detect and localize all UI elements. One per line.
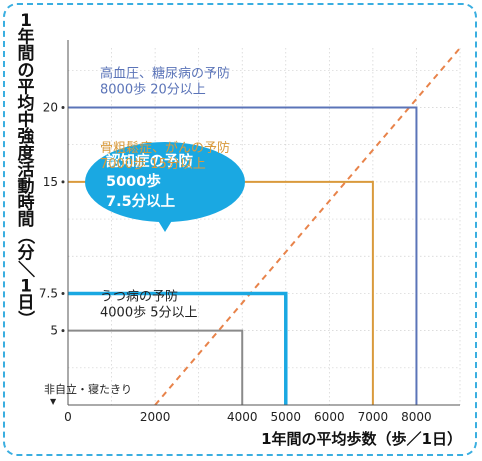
threshold-label-line: うつ病の予防 xyxy=(100,289,178,305)
y-label-char: 時 xyxy=(18,193,35,214)
callout-label-line: 5000歩 xyxy=(106,172,161,190)
callout-pointer xyxy=(157,219,173,232)
y-label-char: （ xyxy=(15,227,36,244)
y-label-char: ） xyxy=(15,310,36,327)
y-label-char: 年 xyxy=(18,27,35,48)
y-label-char: 日 xyxy=(18,293,35,313)
threshold-line-4000 xyxy=(68,329,244,405)
threshold-label-line: 7000歩 15分以上 xyxy=(100,157,206,172)
y-label-char: 活 xyxy=(18,159,35,180)
threshold-line-5000 xyxy=(68,291,288,405)
grid xyxy=(68,48,461,405)
x-axis-label: 1年間の平均歩数（歩／1日） xyxy=(261,430,462,448)
threshold-line-8000 xyxy=(68,106,418,405)
y-tick-label: 7.5 xyxy=(39,286,58,300)
y-label-char: 度 xyxy=(18,143,36,164)
y-label-char: の xyxy=(18,61,35,81)
trend-line-segment xyxy=(154,47,461,406)
callout-label-line: 7.5分以上 xyxy=(106,193,176,210)
y-tick-dot xyxy=(61,329,65,333)
y-label-char: 1 xyxy=(20,11,32,31)
y-tick-label: 5 xyxy=(50,324,58,338)
callout-bubble xyxy=(85,142,245,222)
y-label-char: 間 xyxy=(18,44,35,64)
baseline-arrow: ▼ xyxy=(50,397,57,406)
baseline-note: 非自立・寝たきり xyxy=(44,382,132,396)
callout-label-line: 認知症の予防 xyxy=(106,152,193,170)
trend-line xyxy=(154,47,461,406)
y-tick-label: 20 xyxy=(43,101,58,115)
threshold-label-line: 骨粗鬆症、がんの予防 xyxy=(100,140,230,156)
x-tick-label: 0 xyxy=(64,410,72,424)
y-label-char: 平 xyxy=(18,77,35,97)
y-tick-label: 15 xyxy=(43,175,58,189)
tick-labels: 0 2000 4000 5000 6000 7000 8000 5 7.5 15 20 xyxy=(39,101,432,425)
y-label-char: 動 xyxy=(18,176,35,197)
y-label-char: 分 xyxy=(18,243,35,263)
y-label-char: 1 xyxy=(20,277,32,297)
y-label-char: 間 xyxy=(18,210,35,230)
x-tick-label: 8000 xyxy=(401,410,432,424)
threshold-label-line: 4000歩 5分以上 xyxy=(100,306,198,321)
y-label-char: 強 xyxy=(18,126,35,147)
threshold-label-line: 高血圧、糖尿病の予防 xyxy=(100,66,230,82)
threshold-label-line: 8000歩 20分以上 xyxy=(100,83,206,98)
y-label-char: 中 xyxy=(18,110,35,131)
x-tick-label: 6000 xyxy=(314,410,345,424)
y-tick-dot xyxy=(61,291,65,295)
y-label-char: ／ xyxy=(15,261,36,278)
dashed-frame xyxy=(3,3,477,456)
x-tick-label: 5000 xyxy=(271,410,302,424)
x-tick-label: 2000 xyxy=(140,410,171,424)
y-tick-dot xyxy=(61,106,65,109)
y-label-char: 均 xyxy=(18,93,35,114)
x-tick-label: 7000 xyxy=(358,410,389,424)
y-tick-dot xyxy=(61,180,65,184)
x-tick-label: 4000 xyxy=(227,410,258,424)
axes xyxy=(67,40,460,406)
